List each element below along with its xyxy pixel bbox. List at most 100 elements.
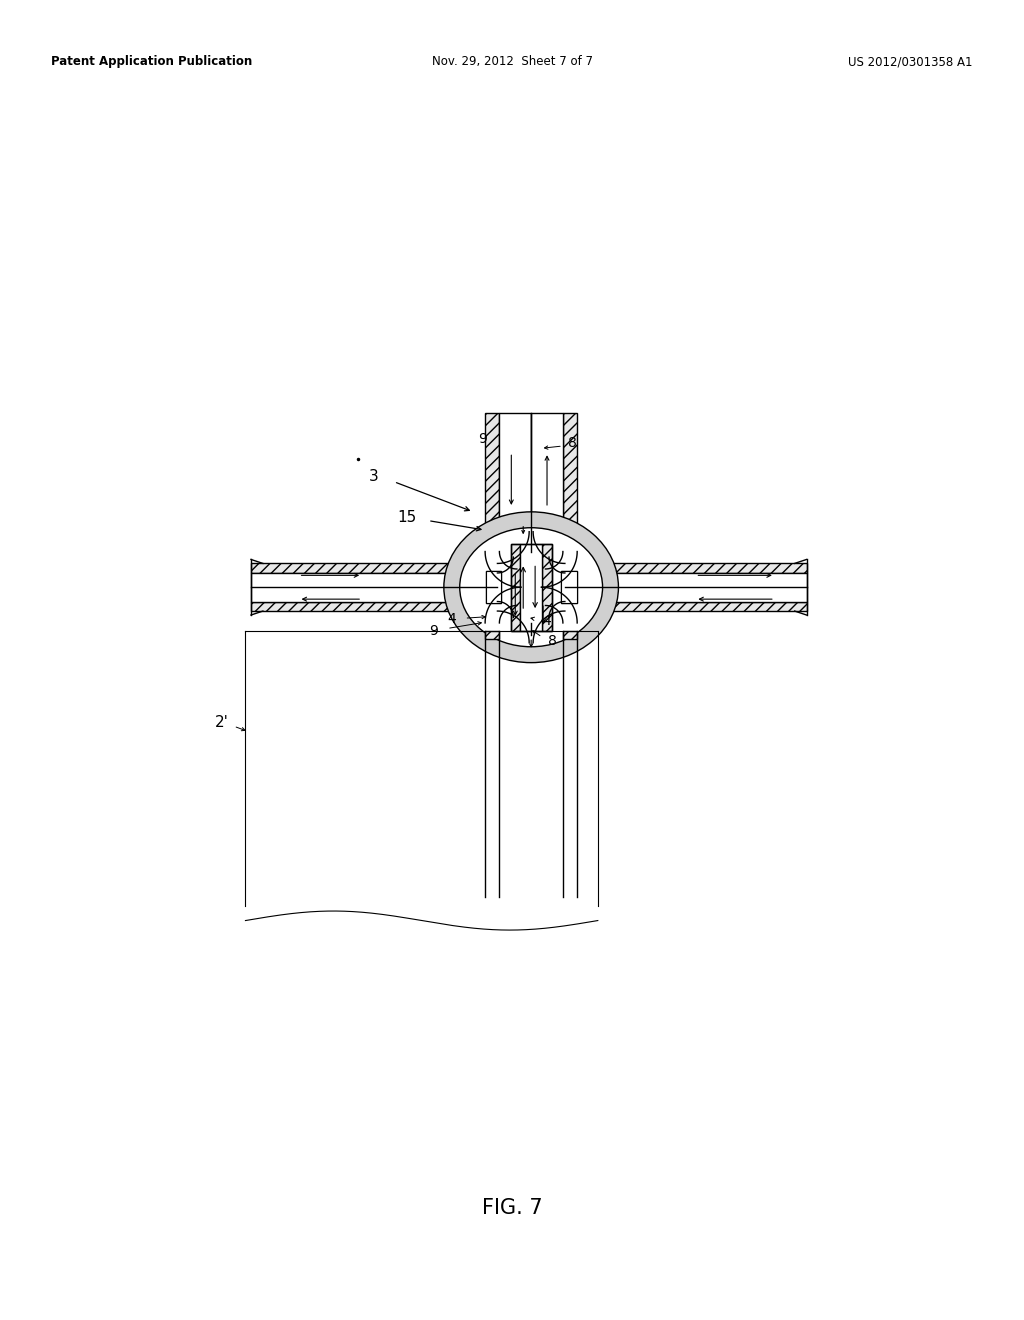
Polygon shape <box>505 590 510 607</box>
Polygon shape <box>543 587 547 606</box>
Polygon shape <box>537 610 551 628</box>
Polygon shape <box>488 558 501 568</box>
Polygon shape <box>561 560 573 569</box>
Polygon shape <box>494 564 504 576</box>
Polygon shape <box>499 602 502 611</box>
Polygon shape <box>555 566 562 581</box>
Polygon shape <box>505 560 514 572</box>
Polygon shape <box>563 552 578 553</box>
Polygon shape <box>545 557 555 570</box>
Polygon shape <box>510 607 522 623</box>
Polygon shape <box>562 554 577 560</box>
Polygon shape <box>510 589 512 606</box>
Polygon shape <box>501 562 506 573</box>
Text: Patent Application Publication: Patent Application Publication <box>51 55 253 69</box>
Polygon shape <box>562 615 577 619</box>
Polygon shape <box>486 612 500 618</box>
Polygon shape <box>485 554 500 558</box>
Polygon shape <box>512 610 526 630</box>
Polygon shape <box>503 602 508 612</box>
Polygon shape <box>510 607 523 624</box>
Polygon shape <box>562 554 577 558</box>
Polygon shape <box>543 569 547 587</box>
Polygon shape <box>501 602 505 612</box>
Polygon shape <box>551 589 553 606</box>
Polygon shape <box>492 561 503 572</box>
Polygon shape <box>503 591 508 609</box>
Polygon shape <box>511 589 513 606</box>
Bar <box>251 564 498 573</box>
Polygon shape <box>555 565 563 581</box>
Polygon shape <box>534 615 549 639</box>
Polygon shape <box>513 614 528 635</box>
Polygon shape <box>542 606 554 620</box>
Polygon shape <box>558 562 569 576</box>
Polygon shape <box>544 606 554 619</box>
Polygon shape <box>513 616 529 643</box>
Polygon shape <box>551 568 554 586</box>
Polygon shape <box>535 612 550 632</box>
Polygon shape <box>489 605 502 615</box>
Polygon shape <box>505 560 513 572</box>
Polygon shape <box>558 599 568 611</box>
Polygon shape <box>535 540 550 561</box>
Polygon shape <box>550 603 558 615</box>
Polygon shape <box>544 587 547 606</box>
Polygon shape <box>504 603 511 614</box>
Polygon shape <box>505 603 512 615</box>
Polygon shape <box>554 566 560 582</box>
Polygon shape <box>558 564 568 576</box>
Polygon shape <box>513 615 529 640</box>
Polygon shape <box>505 603 513 615</box>
Polygon shape <box>554 593 560 609</box>
Polygon shape <box>535 612 550 634</box>
Text: 8: 8 <box>548 634 557 648</box>
Polygon shape <box>509 606 521 622</box>
Polygon shape <box>554 566 559 582</box>
Polygon shape <box>501 566 508 582</box>
Polygon shape <box>498 564 499 573</box>
Polygon shape <box>516 587 521 606</box>
Bar <box>500 623 531 635</box>
Polygon shape <box>505 560 512 572</box>
Polygon shape <box>538 549 552 566</box>
Polygon shape <box>511 546 525 565</box>
Polygon shape <box>499 564 501 573</box>
Polygon shape <box>503 561 510 572</box>
Polygon shape <box>534 532 549 557</box>
Bar <box>511 544 520 631</box>
Polygon shape <box>553 568 558 583</box>
Polygon shape <box>496 598 505 611</box>
Text: 3: 3 <box>369 469 379 483</box>
Polygon shape <box>544 605 555 619</box>
Polygon shape <box>485 553 500 556</box>
Polygon shape <box>505 568 510 583</box>
Polygon shape <box>513 569 514 586</box>
Bar <box>531 623 563 635</box>
Polygon shape <box>541 607 553 623</box>
Polygon shape <box>539 609 552 624</box>
Polygon shape <box>512 610 526 628</box>
Polygon shape <box>536 611 550 631</box>
Polygon shape <box>549 560 557 572</box>
Polygon shape <box>506 603 514 616</box>
Polygon shape <box>513 616 529 642</box>
Polygon shape <box>504 560 511 572</box>
Polygon shape <box>487 558 501 566</box>
Polygon shape <box>496 564 505 577</box>
Polygon shape <box>556 602 561 612</box>
Text: 8: 8 <box>568 436 577 450</box>
Polygon shape <box>534 537 549 561</box>
Polygon shape <box>554 602 560 612</box>
Polygon shape <box>537 610 551 628</box>
Polygon shape <box>502 562 507 573</box>
Polygon shape <box>551 603 558 614</box>
Polygon shape <box>485 620 500 622</box>
Polygon shape <box>488 560 502 568</box>
Bar <box>563 413 578 552</box>
Bar <box>251 602 498 611</box>
Polygon shape <box>490 605 502 614</box>
Polygon shape <box>513 615 529 639</box>
Polygon shape <box>485 615 500 619</box>
Bar <box>565 564 807 573</box>
